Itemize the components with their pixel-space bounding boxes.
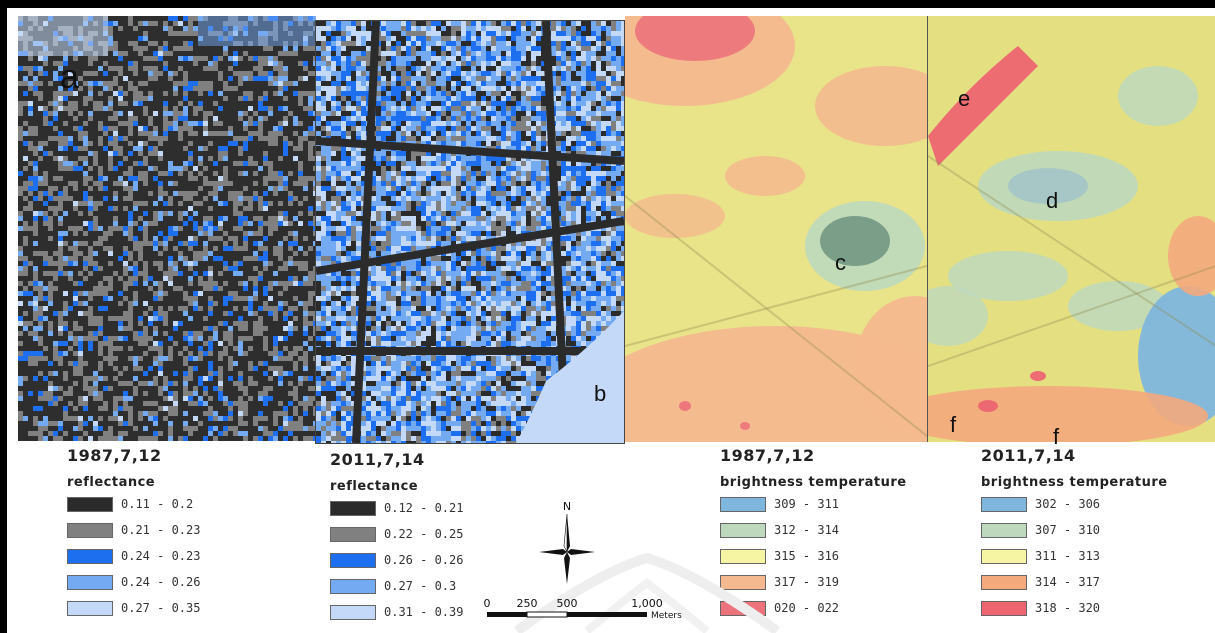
legend-class-row: 0.27 - 0.35 [67, 596, 200, 620]
legend-swatch [330, 526, 376, 542]
legend-swatch [981, 496, 1027, 512]
legend-class-row: 312 - 314 [720, 518, 907, 542]
legend-swatch [330, 552, 376, 568]
map-panel-brightness-2011: d e f [927, 16, 1215, 442]
legend-class-label: 0.21 - 0.23 [121, 523, 201, 537]
legend-swatch [67, 574, 113, 590]
figure-frame: a b c d e f f 1987,7,12 reflectance 0.11… [7, 8, 1215, 633]
legend-swatch [330, 604, 376, 620]
scale-tick-250: 250 [517, 597, 538, 610]
legend-class-label: 0.11 - 0.2 [121, 497, 194, 511]
legend-class-row: 0.12 - 0.21 [330, 496, 463, 520]
legend-class-row: 0.21 - 0.23 [67, 518, 200, 542]
panel-label-c: c [835, 250, 846, 275]
legend-swatch [981, 600, 1027, 616]
legend-class-label: 315 - 316 [774, 549, 840, 563]
legend-class-label: 0.24 - 0.23 [121, 549, 201, 563]
panel-label-d: d [1046, 188, 1059, 213]
legend-class-label: 318 - 320 [1035, 601, 1101, 615]
north-label: N [563, 500, 571, 513]
legend-swatch [67, 548, 113, 564]
legend-class-label: 0.24 - 0.26 [121, 575, 201, 589]
legend-swatch [981, 548, 1027, 564]
legend-class-row: 0.27 - 0.3 [330, 574, 463, 598]
scale-unit: Meters [651, 611, 682, 621]
legend-reflectance-1987: 1987,7,12 reflectance 0.11 - 0.2 0.21 - 0… [67, 446, 200, 620]
legend-swatch [720, 548, 766, 564]
legend-class-row: 318 - 320 [981, 596, 1168, 620]
legend-class-row: 0.26 - 0.26 [330, 548, 463, 572]
legend-class-label: 0.12 - 0.21 [384, 501, 464, 515]
legend-swatch [720, 496, 766, 512]
legend-class-label: 0.26 - 0.26 [384, 553, 464, 567]
map-panel-reflectance-1987: a [18, 16, 316, 441]
legend-class-label: 0.27 - 0.3 [384, 579, 457, 593]
legend-class-label: 0.22 - 0.25 [384, 527, 464, 541]
legend-class-row: 0.11 - 0.2 [67, 492, 200, 516]
legend-class-row: 302 - 306 [981, 492, 1168, 516]
legend-reflectance-2011: 2011,7,14 reflectance 0.12 - 0.21 0.22 - … [330, 450, 463, 624]
brightness-2011-raster [928, 46, 1215, 442]
legend-variable: brightness temperature [720, 475, 907, 490]
legend-class-label: 020 - 022 [774, 601, 840, 615]
region-label-f-left: f [950, 412, 957, 437]
legend-swatch [67, 522, 113, 538]
legend-brightness-1987: 1987,7,12 brightness temperature 309 - 3… [720, 446, 907, 620]
legend-class-row: 0.22 - 0.25 [330, 522, 463, 546]
legend-class-row: 0.31 - 0.39 [330, 600, 463, 624]
legend-swatch [330, 578, 376, 594]
legend-class-row: 0.24 - 0.23 [67, 544, 200, 568]
legend-swatch [981, 574, 1027, 590]
legend-swatch [330, 500, 376, 516]
legend-variable: brightness temperature [981, 475, 1168, 490]
legend-class-row: 315 - 316 [720, 544, 907, 568]
map-panel-reflectance-2011: b [315, 20, 625, 444]
legend-class-row: 309 - 311 [720, 492, 907, 516]
region-label-f-right: f [1053, 424, 1060, 449]
scale-bar: 0 250 500 1,000 Meters [484, 597, 683, 621]
legend-class-label: 312 - 314 [774, 523, 840, 537]
legend-class-label: 317 - 319 [774, 575, 840, 589]
legend-swatch [981, 522, 1027, 538]
legend-date: 1987,7,12 [720, 446, 815, 465]
north-arrow-icon: N [539, 500, 595, 584]
map-panel-brightness-1987: c [625, 16, 927, 442]
legend-date: 2011,7,14 [981, 446, 1076, 465]
scale-tick-0: 0 [484, 597, 491, 610]
legend-variable: reflectance [67, 475, 156, 490]
brightness-1987-raster [625, 16, 927, 442]
legend-swatch [720, 522, 766, 538]
reflectance-1987-raster [18, 16, 316, 441]
legend-class-row: 0.24 - 0.26 [67, 570, 200, 594]
legend-swatch [67, 600, 113, 616]
reflectance-2011-raster [316, 21, 624, 443]
legend-date: 1987,7,12 [67, 446, 162, 465]
panel-label-b: b [594, 381, 607, 406]
scale-tick-500: 500 [557, 597, 578, 610]
legend-class-label: 309 - 311 [774, 497, 840, 511]
panel-label-a: a [60, 58, 79, 96]
legend-variable: reflectance [330, 479, 419, 494]
legend-class-row: 311 - 313 [981, 544, 1168, 568]
legend-class-row: 317 - 319 [720, 570, 907, 594]
legend-brightness-2011: 2011,7,14 brightness temperature 302 - 3… [981, 446, 1168, 620]
legend-date: 2011,7,14 [330, 450, 425, 469]
region-label-e: e [958, 86, 971, 111]
legend-class-label: 0.31 - 0.39 [384, 605, 464, 619]
scale-tick-1000: 1,000 [631, 597, 663, 610]
legend-class-row: 314 - 317 [981, 570, 1168, 594]
legend-swatch [67, 496, 113, 512]
legend-class-label: 302 - 306 [1035, 497, 1101, 511]
legend-class-row: 307 - 310 [981, 518, 1168, 542]
legend-class-label: 0.27 - 0.35 [121, 601, 201, 615]
legend-swatch [720, 574, 766, 590]
legend-class-label: 314 - 317 [1035, 575, 1101, 589]
legend-class-label: 311 - 313 [1035, 549, 1101, 563]
legend-class-label: 307 - 310 [1035, 523, 1101, 537]
